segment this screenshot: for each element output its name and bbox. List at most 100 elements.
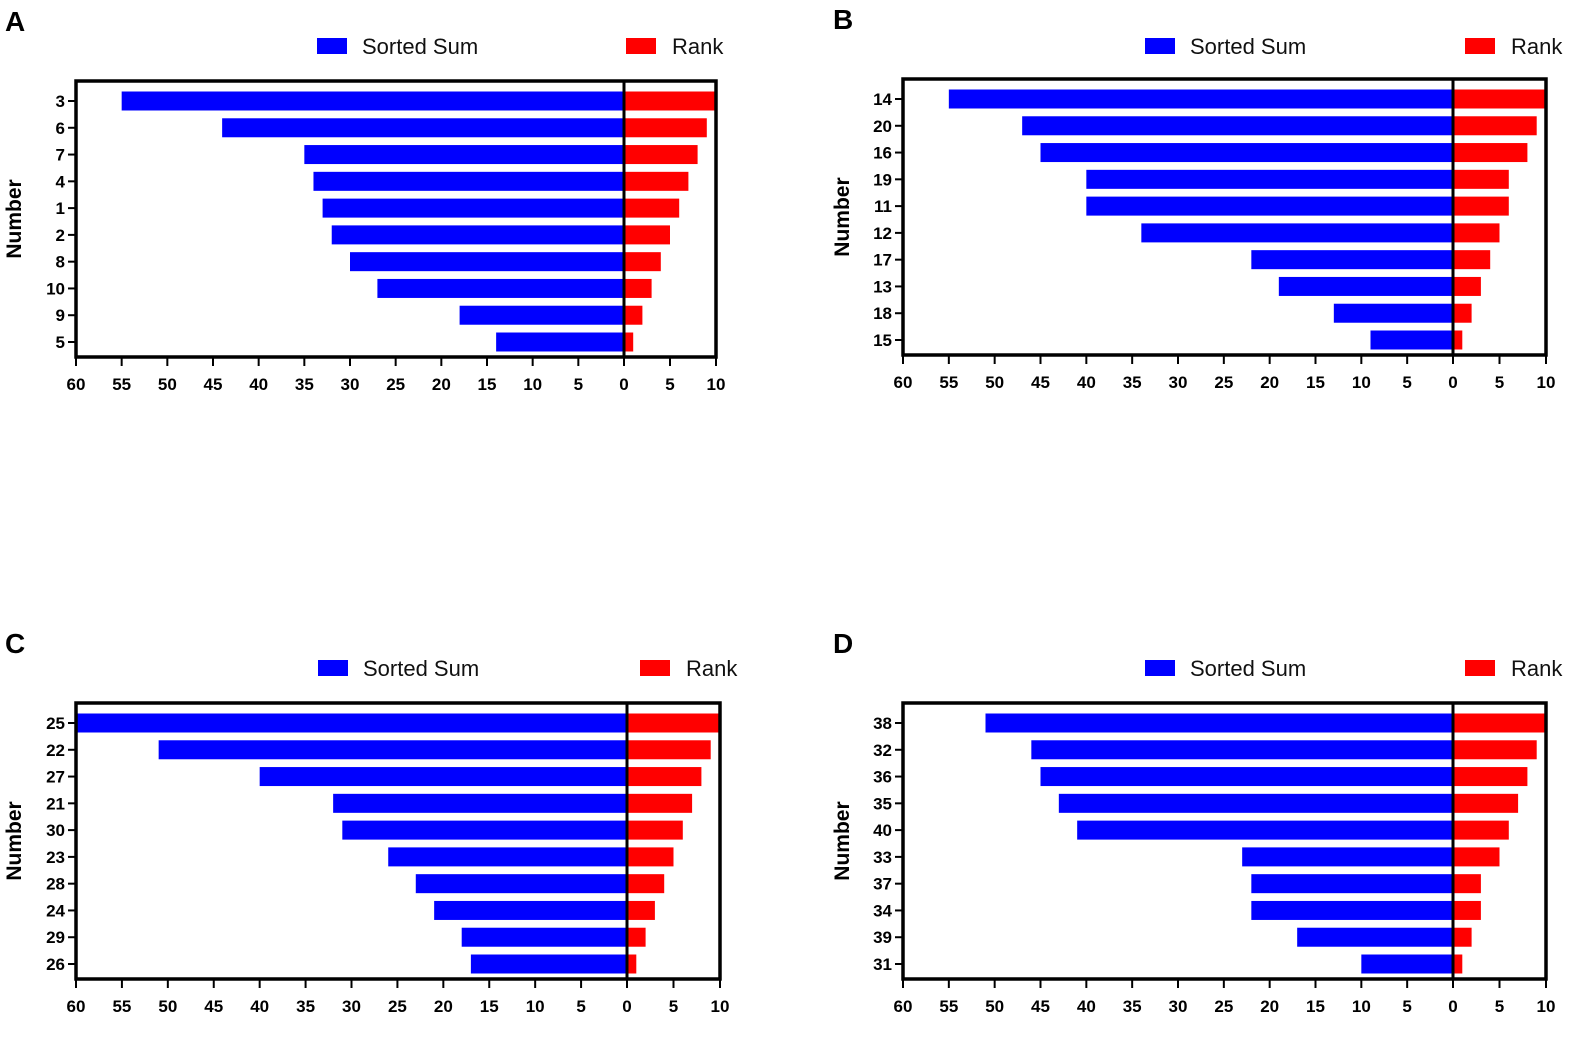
legend-label-rank: Rank	[1511, 656, 1563, 681]
y-tick-label: 38	[873, 714, 892, 733]
legend-swatch-sorted-sum	[1145, 38, 1175, 54]
y-tick-label: 14	[873, 90, 892, 109]
bar-sorted-sum	[985, 713, 1453, 733]
bar-sorted-sum	[1251, 900, 1453, 920]
bar-rank	[627, 954, 637, 974]
legend-label-sorted-sum: Sorted Sum	[1190, 34, 1306, 59]
y-tick-label: 7	[56, 146, 65, 165]
bar-sorted-sum	[1022, 116, 1453, 136]
x-tick-label: 45	[204, 997, 223, 1016]
legend-swatch-rank	[1465, 660, 1495, 676]
bar-sorted-sum	[1370, 330, 1453, 350]
x-tick-label: 15	[478, 375, 497, 394]
y-axis-title: Number	[3, 801, 26, 880]
legend-swatch-rank	[640, 660, 670, 676]
bar-rank	[627, 713, 720, 733]
y-tick-label: 22	[46, 741, 65, 760]
x-tick-label: 15	[1306, 997, 1325, 1016]
bar-sorted-sum	[496, 332, 624, 352]
bar-rank	[627, 874, 665, 894]
x-tick-label: 50	[985, 373, 1004, 392]
x-tick-label: 50	[158, 375, 177, 394]
y-tick-label: 33	[873, 848, 892, 867]
bar-rank	[624, 225, 670, 245]
bar-sorted-sum	[1361, 954, 1453, 974]
bar-sorted-sum	[76, 713, 627, 733]
legend-label-sorted-sum: Sorted Sum	[1190, 656, 1306, 681]
bar-sorted-sum	[470, 954, 627, 974]
x-tick-label: 45	[204, 375, 223, 394]
x-tick-label: 60	[894, 373, 913, 392]
bar-rank	[1453, 196, 1509, 216]
bar-rank	[627, 767, 702, 787]
y-tick-label: 11	[874, 197, 892, 216]
bar-rank	[1453, 740, 1537, 760]
y-tick-label: 25	[46, 714, 65, 733]
bar-rank	[1453, 143, 1528, 163]
bar-sorted-sum	[1058, 793, 1453, 813]
y-tick-label: 39	[873, 928, 892, 947]
bar-rank	[624, 118, 707, 138]
legend-swatch-rank	[1465, 38, 1495, 54]
bar-sorted-sum	[377, 278, 624, 298]
y-tick-label: 4	[56, 172, 66, 191]
bar-rank	[627, 847, 674, 867]
bar-rank	[627, 740, 711, 760]
bar-sorted-sum	[1251, 250, 1453, 270]
x-tick-label: 40	[249, 375, 268, 394]
bar-sorted-sum	[158, 740, 627, 760]
bar-sorted-sum	[1242, 847, 1453, 867]
y-tick-label: 5	[56, 333, 65, 352]
x-tick-label: 50	[158, 997, 177, 1016]
x-tick-label: 35	[1123, 373, 1142, 392]
y-tick-label: 34	[873, 901, 892, 920]
x-tick-label: 0	[619, 375, 628, 394]
bar-sorted-sum	[434, 900, 627, 920]
bar-sorted-sum	[948, 89, 1453, 109]
bar-rank	[1453, 900, 1481, 920]
x-tick-label: 5	[1495, 373, 1504, 392]
panel-label: C	[5, 628, 25, 659]
y-tick-label: 1	[56, 199, 65, 218]
bar-rank	[627, 927, 646, 947]
bar-sorted-sum	[322, 198, 624, 218]
y-tick-label: 19	[873, 170, 892, 189]
x-tick-label: 40	[250, 997, 269, 1016]
y-tick-label: 40	[873, 821, 892, 840]
bar-sorted-sum	[1040, 143, 1453, 163]
x-tick-label: 10	[711, 997, 730, 1016]
bar-rank	[1453, 276, 1481, 296]
y-tick-label: 10	[46, 279, 65, 298]
bar-sorted-sum	[304, 145, 624, 165]
panel-label: A	[5, 6, 25, 37]
legend-label-sorted-sum: Sorted Sum	[363, 656, 479, 681]
x-tick-label: 10	[1352, 373, 1371, 392]
bar-sorted-sum	[1251, 874, 1453, 894]
panel-label: D	[833, 628, 853, 659]
bar-rank	[1453, 89, 1546, 109]
legend-swatch-rank	[626, 38, 656, 54]
bar-rank	[1453, 767, 1528, 787]
x-tick-label: 15	[480, 997, 499, 1016]
y-tick-label: 3	[56, 92, 65, 111]
bar-rank	[624, 171, 689, 191]
legend-label-rank: Rank	[1511, 34, 1563, 59]
bar-sorted-sum	[1031, 740, 1453, 760]
x-tick-label: 60	[894, 997, 913, 1016]
bar-sorted-sum	[1086, 169, 1453, 189]
x-tick-label: 55	[112, 997, 131, 1016]
y-tick-label: 12	[873, 224, 892, 243]
x-tick-label: 5	[1495, 997, 1504, 1016]
x-tick-label: 35	[296, 997, 315, 1016]
y-tick-label: 17	[873, 251, 892, 270]
bar-rank	[1453, 116, 1537, 136]
y-tick-label: 13	[873, 277, 892, 296]
legend-label-rank: Rank	[686, 656, 738, 681]
x-tick-label: 10	[526, 997, 545, 1016]
bar-sorted-sum	[313, 171, 624, 191]
x-tick-label: 40	[1077, 373, 1096, 392]
bar-sorted-sum	[415, 874, 627, 894]
legend-label-rank: Rank	[672, 34, 724, 59]
x-tick-label: 20	[1260, 373, 1279, 392]
x-tick-label: 5	[669, 997, 678, 1016]
